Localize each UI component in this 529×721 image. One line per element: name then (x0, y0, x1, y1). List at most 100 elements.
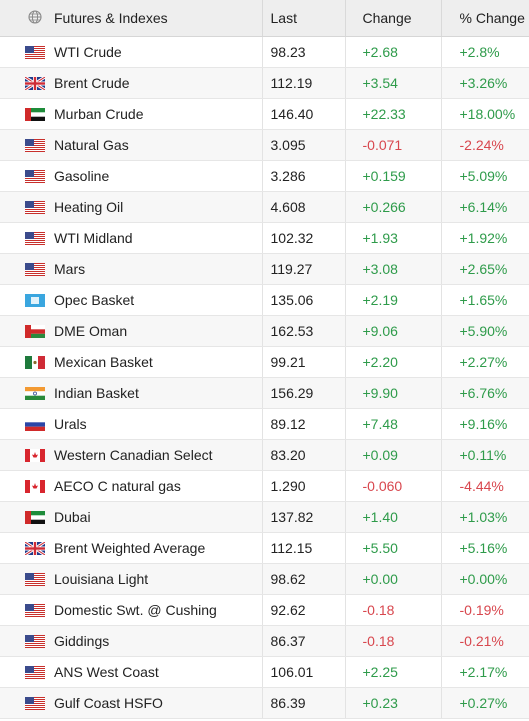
table-row[interactable]: Mars 119.27 +3.08 +2.65% (0, 253, 529, 285)
commodity-name[interactable]: Urals (54, 415, 87, 432)
commodity-name-cell[interactable]: Heating Oil (0, 191, 262, 223)
ae-flag-icon (25, 107, 45, 121)
commodity-name[interactable]: Brent Crude (54, 74, 130, 91)
price-change: +0.09 (344, 439, 441, 471)
column-header-name[interactable]: Futures & Indexes (0, 0, 262, 37)
table-row[interactable]: ANS West Coast 106.01 +2.25 +2.17% (0, 656, 529, 688)
table-row[interactable]: Louisiana Light 98.62 +0.00 +0.00% (0, 563, 529, 595)
commodity-name[interactable]: WTI Crude (54, 43, 122, 60)
percent-change: +1.65% (440, 284, 529, 316)
column-header-last[interactable]: Last (261, 0, 345, 37)
column-header-change[interactable]: Change (344, 0, 441, 37)
commodity-name[interactable]: Louisiana Light (54, 570, 149, 587)
table-row[interactable]: Heating Oil 4.608 +0.266 +6.14% (0, 191, 529, 223)
table-row[interactable]: Dubai 137.82 +1.40 +1.03% (0, 501, 529, 533)
table-row[interactable]: Mexican Basket 99.21 +2.20 +2.27% (0, 346, 529, 378)
table-row[interactable]: Indian Basket 156.29 +9.90 +6.76% (0, 377, 529, 409)
commodity-name-cell[interactable]: WTI Crude (0, 36, 262, 68)
table-row[interactable]: Brent Weighted Average 112.15 +5.50 +5.16% (0, 532, 529, 564)
commodity-name-cell[interactable]: ANS West Coast (0, 656, 262, 688)
commodity-name-cell[interactable]: Louisiana Light (0, 563, 262, 595)
us-flag-icon (25, 200, 45, 214)
commodity-name-cell[interactable]: Urals (0, 408, 262, 440)
commodity-name[interactable]: Brent Weighted Average (54, 539, 206, 556)
commodity-name[interactable]: Gulf Coast HSFO (54, 694, 163, 711)
commodity-name[interactable]: Dubai (54, 508, 91, 525)
commodity-name[interactable]: Mexican Basket (54, 353, 153, 370)
commodity-name[interactable]: Western Canadian Select (54, 446, 213, 463)
commodity-name-cell[interactable]: Murban Crude (0, 98, 262, 130)
ru-flag-icon (25, 417, 45, 431)
last-price: 106.01 (261, 656, 345, 688)
commodity-name-cell[interactable]: Mexican Basket (0, 346, 262, 378)
percent-change: +2.65% (440, 253, 529, 285)
price-change: +2.68 (344, 36, 441, 68)
table-row[interactable]: Gulf Coast HSFO 86.39 +0.23 +0.27% (0, 687, 529, 719)
commodity-name-cell[interactable]: Mars (0, 253, 262, 285)
commodity-name[interactable]: Murban Crude (54, 105, 144, 122)
table-row[interactable]: AECO C natural gas 1.290 -0.060 -4.44% (0, 470, 529, 502)
table-row[interactable]: WTI Crude 98.23 +2.68 +2.8% (0, 36, 529, 68)
commodity-name-cell[interactable]: Brent Crude (0, 67, 262, 99)
commodity-name[interactable]: Gasoline (54, 167, 110, 184)
commodity-name[interactable]: Domestic Swt. @ Cushing (54, 601, 217, 618)
commodity-name-cell[interactable]: Dubai (0, 501, 262, 533)
commodity-name[interactable]: DME Oman (54, 322, 128, 339)
table-row[interactable]: Opec Basket 135.06 +2.19 +1.65% (0, 284, 529, 316)
table-row[interactable]: Murban Crude 146.40 +22.33 +18.00% (0, 98, 529, 130)
table-row[interactable]: Giddings 86.37 -0.18 -0.21% (0, 625, 529, 657)
commodity-name-cell[interactable]: DME Oman (0, 315, 262, 347)
globe-icon (28, 10, 42, 24)
mx-flag-icon (25, 355, 45, 369)
commodity-name[interactable]: Giddings (54, 632, 110, 649)
percent-change: +2.8% (440, 36, 529, 68)
commodity-name-cell[interactable]: AECO C natural gas (0, 470, 262, 502)
price-change: +9.90 (344, 377, 441, 409)
us-flag-icon (25, 231, 45, 245)
commodity-name-cell[interactable]: WTI Midland (0, 222, 262, 254)
commodity-name[interactable]: ANS West Coast (54, 663, 159, 680)
percent-change: -2.24% (440, 129, 529, 161)
commodity-name[interactable]: Heating Oil (54, 198, 124, 215)
price-change: +2.25 (344, 656, 441, 688)
commodity-name-cell[interactable]: Domestic Swt. @ Cushing (0, 594, 262, 626)
commodity-name[interactable]: Natural Gas (54, 136, 129, 153)
commodity-name[interactable]: AECO C natural gas (54, 477, 181, 494)
price-change: +0.266 (344, 191, 441, 223)
table-row[interactable]: Gasoline 3.286 +0.159 +5.09% (0, 160, 529, 192)
commodity-name[interactable]: WTI Midland (54, 229, 133, 246)
commodity-name[interactable]: Opec Basket (54, 291, 135, 308)
table-row[interactable]: WTI Midland 102.32 +1.93 +1.92% (0, 222, 529, 254)
commodity-name-cell[interactable]: Western Canadian Select (0, 439, 262, 471)
table-row[interactable]: DME Oman 162.53 +9.06 +5.90% (0, 315, 529, 347)
commodity-name-cell[interactable]: Brent Weighted Average (0, 532, 262, 564)
us-flag-icon (25, 634, 45, 648)
column-header-percent-change[interactable]: % Change (440, 0, 529, 37)
commodity-name-cell[interactable]: Indian Basket (0, 377, 262, 409)
table-row[interactable]: Domestic Swt. @ Cushing 92.62 -0.18 -0.19% (0, 594, 529, 626)
commodity-name-cell[interactable]: Opec Basket (0, 284, 262, 316)
table-row[interactable]: Brent Crude 112.19 +3.54 +3.26% (0, 67, 529, 99)
table-row[interactable]: Western Canadian Select 83.20 +0.09 +0.11% (0, 439, 529, 471)
gb-flag-icon (25, 76, 45, 90)
ca-flag-icon (25, 479, 45, 493)
percent-change: +2.17% (440, 656, 529, 688)
last-price: 83.20 (261, 439, 345, 471)
commodity-name-cell[interactable]: Giddings (0, 625, 262, 657)
table-row[interactable]: Natural Gas 3.095 -0.071 -2.24% (0, 129, 529, 161)
commodity-name[interactable]: Mars (54, 260, 86, 277)
commodity-name-cell[interactable]: Gasoline (0, 160, 262, 192)
commodity-name-cell[interactable]: Natural Gas (0, 129, 262, 161)
om-flag-icon (25, 324, 45, 338)
commodity-name[interactable]: Indian Basket (54, 384, 139, 401)
commodity-name-cell[interactable]: Gulf Coast HSFO (0, 687, 262, 719)
table-row[interactable]: Urals 89.12 +7.48 +9.16% (0, 408, 529, 440)
price-change: +7.48 (344, 408, 441, 440)
percent-change: -0.19% (440, 594, 529, 626)
percent-change: -4.44% (440, 470, 529, 502)
percent-change: +2.27% (440, 346, 529, 378)
last-price: 137.82 (261, 501, 345, 533)
price-change: -0.071 (344, 129, 441, 161)
us-flag-icon (25, 696, 45, 710)
percent-change: +0.00% (440, 563, 529, 595)
